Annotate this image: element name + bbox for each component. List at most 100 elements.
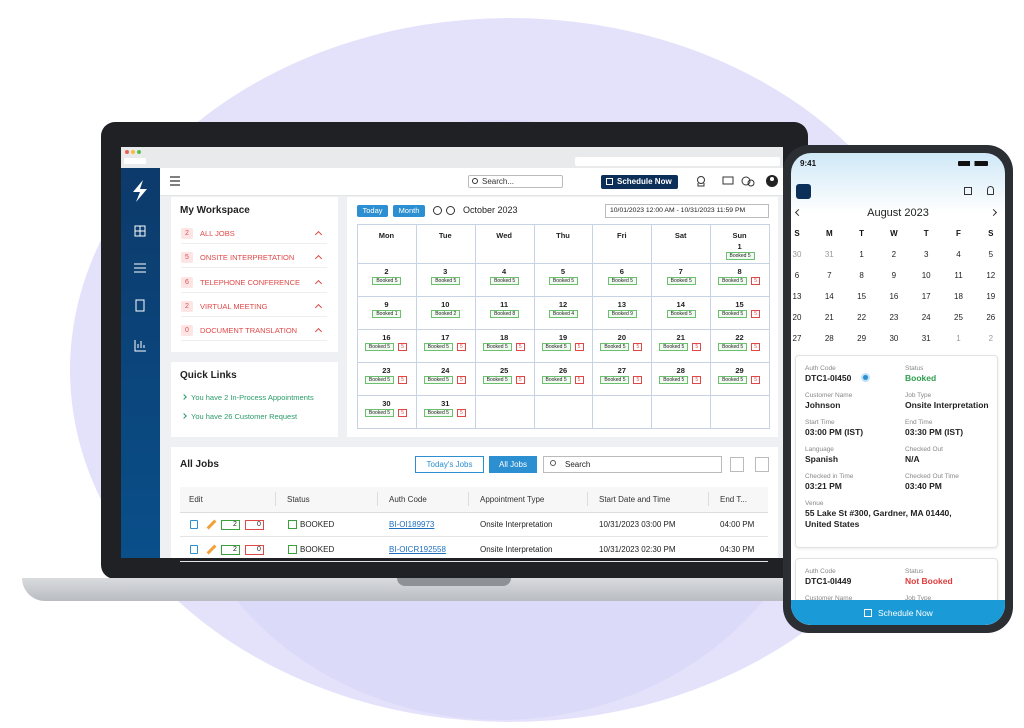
pending-badge[interactable]: 5 <box>751 277 761 285</box>
booked-badge[interactable]: Booked 4 <box>549 310 578 318</box>
booked-badge[interactable]: Booked 5 <box>718 376 748 384</box>
address-bar[interactable] <box>575 157 780 166</box>
auth-code[interactable]: BI-OI189973 <box>389 520 435 529</box>
job-category[interactable]: ALL JOBS <box>200 229 235 238</box>
pending-badge[interactable]: 5 <box>456 376 466 384</box>
day[interactable]: 8 <box>859 271 864 280</box>
day[interactable]: 24 <box>921 313 931 322</box>
pending-badge[interactable]: 5 <box>398 376 407 384</box>
booked-badge[interactable]: Booked 5 <box>718 310 748 318</box>
day[interactable]: 16 <box>889 292 899 301</box>
booked-badge[interactable]: Booked 5 <box>659 376 689 384</box>
booked-badge[interactable]: Booked 5 <box>365 409 394 417</box>
day[interactable]: 17 <box>921 292 931 301</box>
day[interactable]: 22 <box>857 313 867 322</box>
schedule-button[interactable] <box>791 600 1005 625</box>
booked-badge[interactable]: Booked 5 <box>541 376 571 384</box>
booked-badge[interactable]: Booked 5 <box>365 343 394 351</box>
copy-icon[interactable] <box>190 520 198 529</box>
day[interactable]: 2 <box>988 334 994 343</box>
day[interactable]: 25 <box>954 313 963 322</box>
date-range[interactable]: 10/01/2023 12:00 AM - 10/31/2023 11:59 P… <box>605 204 769 218</box>
day[interactable]: 14 <box>824 292 834 301</box>
day[interactable]: 29 <box>857 334 867 343</box>
day[interactable]: 7 <box>827 271 832 280</box>
quick-link[interactable]: You have 2 In-Process Appointments <box>191 393 314 402</box>
apps-button[interactable] <box>796 184 811 199</box>
booked-badge[interactable]: Booked 5 <box>365 376 394 384</box>
pending-badge[interactable]: 5 <box>398 343 407 351</box>
pending-badge[interactable]: 5 <box>751 376 761 384</box>
booked-badge[interactable]: Booked 5 <box>423 343 453 351</box>
job-category[interactable]: VIRTUAL MEETING <box>200 301 268 311</box>
booked-badge[interactable]: Booked 5 <box>600 376 630 384</box>
booked-badge[interactable]: Booked 9 <box>607 310 637 318</box>
day[interactable]: 26 <box>986 313 996 322</box>
pending-badge[interactable]: 5 <box>751 310 761 318</box>
pending-badge[interactable]: 5 <box>574 343 584 351</box>
day[interactable]: 3 <box>923 250 929 259</box>
day[interactable]: 30 <box>792 250 802 259</box>
email-badge[interactable]: 0 <box>245 520 264 530</box>
quick-link[interactable]: You have 26 Customer Request <box>191 412 298 421</box>
day[interactable]: 15 <box>857 292 867 301</box>
booked-badge[interactable]: Booked 8 <box>490 310 520 318</box>
booked-badge[interactable]: Booked 5 <box>666 277 696 285</box>
booked-badge[interactable]: Booked 5 <box>372 277 402 285</box>
booked-badge[interactable]: Booked 5 <box>725 252 755 260</box>
booked-badge[interactable]: Booked 5 <box>600 343 630 351</box>
day[interactable]: 13 <box>792 292 802 301</box>
sms-badge[interactable]: 2 <box>221 545 240 555</box>
tab-active[interactable]: All Jobs <box>489 456 537 473</box>
prev-button[interactable] <box>433 206 442 215</box>
top-bar-icons[interactable] <box>160 168 780 196</box>
booked-badge[interactable]: Booked 5 <box>607 277 637 285</box>
copy-icon[interactable] <box>190 545 198 554</box>
day[interactable]: 6 <box>794 271 800 280</box>
pending-badge[interactable]: 5 <box>515 376 525 384</box>
today-button[interactable]: Today <box>357 205 388 217</box>
pending-badge[interactable]: 5 <box>574 376 584 384</box>
pending-badge[interactable]: 5 <box>692 376 702 384</box>
day[interactable]: 20 <box>792 313 802 322</box>
job-category[interactable]: ONSITE INTERPRETATION <box>200 253 295 263</box>
booked-badge[interactable]: Booked 5 <box>549 277 578 285</box>
pending-badge[interactable]: 5 <box>633 376 643 384</box>
next-button[interactable] <box>446 206 455 215</box>
booked-badge[interactable]: Booked 2 <box>431 310 461 318</box>
auth-code[interactable]: BI-OICR192558 <box>389 545 446 554</box>
pending-badge[interactable]: 5 <box>633 343 643 351</box>
day[interactable]: 12 <box>986 271 996 280</box>
day[interactable]: 1 <box>859 250 864 259</box>
booked-badge[interactable]: Booked 5 <box>423 409 453 417</box>
day[interactable]: 31 <box>824 250 834 259</box>
sms-badge[interactable]: 2 <box>221 520 240 530</box>
day[interactable]: 27 <box>792 334 802 343</box>
search-box[interactable] <box>468 175 563 188</box>
day[interactable]: 28 <box>824 334 834 343</box>
day[interactable]: 10 <box>921 271 931 280</box>
day[interactable]: 30 <box>889 334 899 343</box>
booked-badge[interactable]: Booked 5 <box>431 277 461 285</box>
booked-badge[interactable]: Booked 5 <box>659 343 689 351</box>
pending-badge[interactable]: 5 <box>456 409 466 417</box>
day[interactable]: 5 <box>988 250 994 259</box>
day[interactable]: 11 <box>954 271 963 280</box>
day[interactable]: 19 <box>986 292 996 301</box>
booked-badge[interactable]: Booked 5 <box>541 343 571 351</box>
day[interactable]: 9 <box>891 271 897 280</box>
month-button[interactable]: Month <box>393 205 425 217</box>
schedule-button[interactable] <box>601 175 678 189</box>
day[interactable]: 2 <box>891 250 897 259</box>
booked-badge[interactable]: Booked 1 <box>372 310 402 318</box>
booked-badge[interactable]: Booked 5 <box>718 343 748 351</box>
pending-badge[interactable]: 5 <box>456 343 466 351</box>
pending-badge[interactable]: 5 <box>398 409 407 417</box>
booked-badge[interactable]: Booked 5 <box>666 310 696 318</box>
export-button[interactable] <box>755 457 769 472</box>
job-category[interactable]: TELEPHONE CONFERENCE <box>200 277 301 287</box>
booked-badge[interactable]: Booked 5 <box>490 277 520 285</box>
day[interactable]: 23 <box>889 313 899 322</box>
sidebar-icons[interactable] <box>121 175 160 375</box>
tab[interactable]: Today's Jobs <box>415 456 484 473</box>
